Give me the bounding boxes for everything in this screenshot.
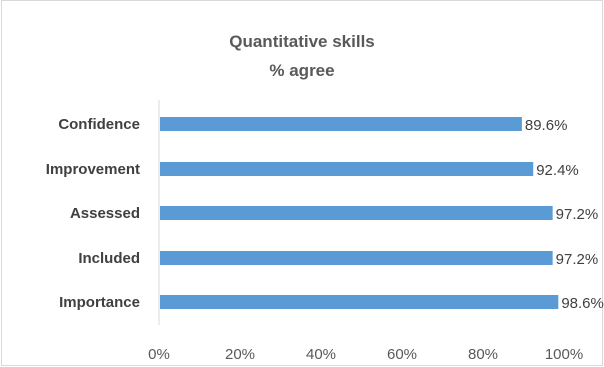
data-label: 98.6% — [561, 295, 604, 312]
category-label: Included — [78, 250, 140, 267]
category-label: Importance — [59, 294, 140, 311]
x-tick-label: 80% — [468, 346, 498, 363]
x-tick-label: 20% — [225, 346, 255, 363]
data-label: 97.2% — [556, 206, 599, 223]
category-label: Assessed — [70, 205, 140, 222]
chart-subtitle: % agree — [269, 61, 334, 80]
category-label: Improvement — [46, 161, 140, 178]
bar — [160, 295, 559, 309]
bar — [160, 251, 553, 265]
chart-title: Quantitative skills — [229, 32, 375, 51]
x-tick-label: 0% — [148, 346, 170, 363]
bar — [160, 117, 522, 131]
data-label: 97.2% — [556, 251, 599, 268]
x-tick-label: 40% — [306, 346, 336, 363]
category-label: Confidence — [58, 116, 140, 133]
data-label: 89.6% — [525, 117, 568, 134]
data-label: 92.4% — [536, 162, 579, 179]
bar — [160, 162, 534, 176]
x-tick-label: 60% — [387, 346, 417, 363]
x-tick-label: 100% — [545, 346, 583, 363]
bar — [160, 206, 553, 220]
